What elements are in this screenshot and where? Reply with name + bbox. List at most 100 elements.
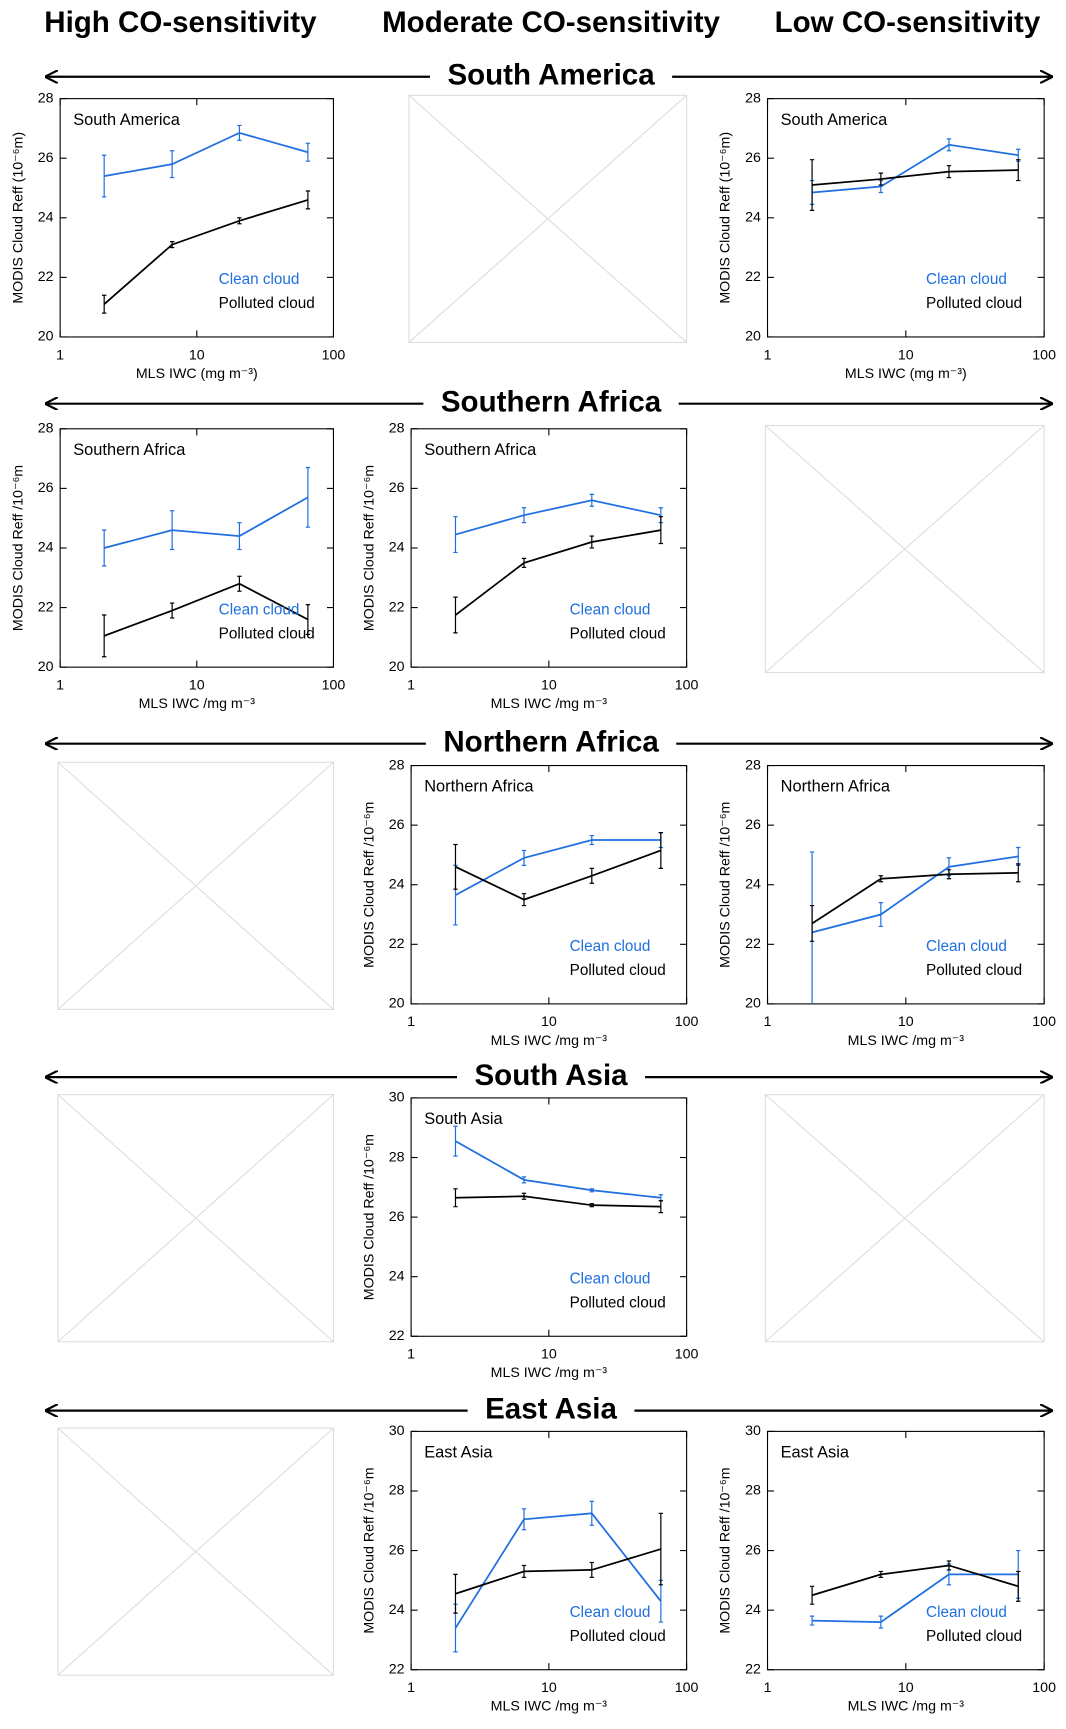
y-tick-label: 26	[389, 480, 405, 496]
legend-entry: Clean cloud	[926, 271, 1007, 288]
y-tick-label: 22	[745, 1661, 761, 1677]
placeholder-cross	[57, 1094, 334, 1343]
x-tick-label: 1	[407, 1347, 415, 1363]
y-tick-label: 24	[745, 210, 761, 226]
error-bar	[237, 575, 242, 592]
error-bar	[521, 1192, 527, 1200]
error-bar	[453, 843, 458, 890]
placeholder-box	[764, 1094, 1045, 1343]
error-bar	[453, 1125, 458, 1157]
plot-area	[101, 124, 311, 314]
legend-entry: Clean cloud	[926, 1604, 1007, 1621]
y-tick-label: 22	[745, 936, 761, 952]
panel-title: South America	[781, 111, 888, 129]
legend-entry: Clean cloud	[926, 938, 1007, 955]
x-tick-label: 10	[898, 1014, 914, 1030]
y-tick-label: 26	[38, 480, 54, 496]
series-line	[454, 1512, 662, 1629]
error-bar	[809, 1585, 815, 1605]
series-line	[455, 849, 662, 901]
x-tick-label: 10	[898, 347, 914, 363]
y-tick-label: 26	[389, 817, 405, 833]
error-bar	[169, 150, 175, 179]
error-bar	[237, 522, 242, 551]
error-bar	[809, 1615, 815, 1626]
y-tick-label: 28	[389, 1149, 405, 1165]
placeholder-cross	[408, 94, 687, 343]
legend-entry: Polluted cloud	[926, 962, 1022, 979]
x-tick-label: 100	[675, 1680, 699, 1696]
panel: 20 22 24 26 28 1 10 100 MLS IWC /mg m⁻³ MODIS Clo…	[361, 421, 698, 713]
error-bar	[237, 124, 242, 141]
x-tick-label: 10	[189, 347, 205, 363]
y-tick-label: 26	[745, 1542, 761, 1558]
region-title: South Asia	[475, 1059, 629, 1092]
error-bar	[521, 1176, 527, 1184]
error-bar	[1016, 159, 1021, 182]
error-bar	[101, 614, 107, 658]
y-tick-label: 24	[38, 540, 54, 556]
error-bar	[101, 529, 107, 567]
x-tick-label: 10	[541, 1014, 557, 1030]
error-bar	[305, 466, 311, 528]
x-tick-label: 100	[675, 677, 699, 693]
y-tick-label: 24	[389, 1268, 405, 1284]
error-bar	[589, 1203, 594, 1208]
series-line	[104, 131, 309, 177]
legend-entry: Polluted cloud	[219, 295, 315, 312]
series-line	[811, 855, 1019, 934]
y-tick-label: 28	[38, 90, 54, 106]
panel-title: East Asia	[424, 1444, 493, 1462]
x-tick-label: 1	[764, 347, 772, 363]
legend-entry: Clean cloud	[570, 938, 651, 955]
error-bar	[589, 1561, 594, 1578]
error-bar	[453, 1573, 458, 1614]
y-tick-label: 28	[745, 1483, 761, 1499]
y-tick-label: 22	[389, 1328, 405, 1344]
panel-title: East Asia	[781, 1444, 850, 1462]
error-bar	[946, 1560, 952, 1571]
placeholder-box	[57, 1427, 335, 1676]
series-line	[103, 582, 309, 637]
x-axis-label: MLS IWC (mg m⁻³)	[845, 366, 967, 382]
error-bar	[878, 1615, 884, 1629]
y-tick-label: 26	[389, 1542, 405, 1558]
error-bar	[878, 1570, 884, 1578]
x-tick-label: 10	[898, 1680, 914, 1696]
placeholder-cross	[764, 425, 1045, 674]
y-tick-label: 28	[389, 421, 405, 437]
series-line	[812, 169, 1019, 186]
error-bar	[946, 165, 952, 179]
placeholder-box	[764, 424, 1045, 674]
error-bar	[809, 159, 815, 211]
x-tick-label: 100	[675, 1347, 699, 1363]
series-line	[455, 839, 661, 896]
y-tick-label: 28	[745, 757, 761, 773]
series-line	[103, 199, 309, 305]
error-bar	[521, 1508, 527, 1531]
error-bar	[589, 535, 594, 549]
error-bar	[1016, 1570, 1021, 1602]
series-line	[454, 529, 661, 616]
region-title: Southern Africa	[441, 385, 662, 418]
error-bar	[305, 190, 311, 210]
error-bar	[878, 172, 884, 186]
error-bar	[658, 1512, 664, 1586]
error-bar	[589, 493, 594, 507]
plot-area	[453, 1500, 664, 1653]
x-tick-label: 1	[407, 1014, 415, 1030]
x-axis-label: MLS IWC (mg m⁻³)	[136, 366, 258, 382]
panel: 20 22 24 26 28 1 10 100 MLS IWC (mg m⁻³) MODIS Cl…	[10, 90, 345, 382]
x-axis-label: MLS IWC /mg m⁻³	[491, 1699, 608, 1715]
error-bar	[1016, 863, 1021, 883]
series-line	[103, 496, 309, 549]
y-tick-label: 20	[38, 659, 54, 675]
error-bar	[521, 893, 527, 907]
panel-title: Southern Africa	[424, 441, 537, 459]
panel-title: Southern Africa	[73, 441, 186, 459]
y-tick-label: 20	[389, 996, 405, 1012]
x-axis-label: MLS IWC /mg m⁻³	[848, 1033, 965, 1049]
error-bar	[946, 869, 952, 880]
error-bar	[589, 1188, 594, 1193]
error-bar	[658, 1579, 664, 1623]
